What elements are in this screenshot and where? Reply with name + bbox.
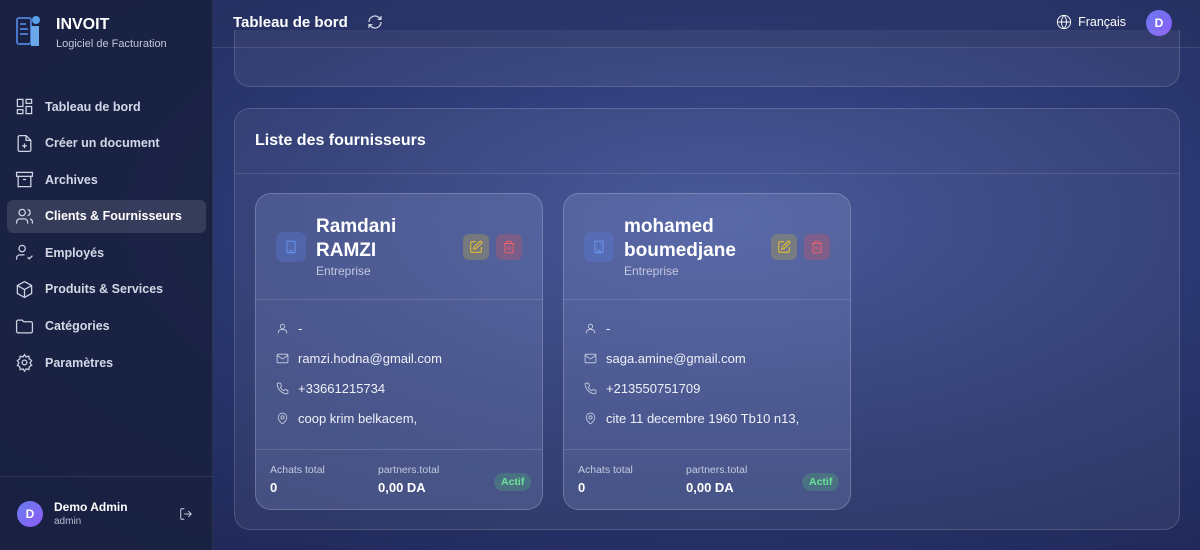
contact-row: -	[584, 321, 610, 336]
brand-name: INVOIT	[56, 16, 110, 33]
delete-button[interactable]	[804, 234, 830, 260]
sidebar-item-settings[interactable]: Paramètres	[7, 346, 206, 379]
sidebar-item-label: Tableau de bord	[45, 99, 141, 114]
sidebar-item-clients-suppliers[interactable]: Clients & Fournisseurs	[7, 199, 206, 233]
supplier-card: mohamed boumedjane Entreprise - saga.ami…	[563, 193, 851, 510]
header: Tableau de bord Français D	[213, 0, 1200, 48]
map-pin-icon	[277, 412, 288, 425]
phone-value: +213550751709	[606, 381, 701, 396]
file-plus-icon	[17, 134, 32, 152]
total-label: partners.total	[378, 464, 440, 476]
supplier-name: Ramdani RAMZI	[316, 216, 397, 261]
contact-row: -	[276, 321, 302, 336]
archive-icon	[15, 171, 34, 188]
sidebar-item-products[interactable]: Produits & Services	[7, 273, 206, 306]
sidebar-item-label: Produits & Services	[45, 282, 164, 297]
sidebar-item-employees[interactable]: Employés	[7, 236, 206, 269]
edit-button[interactable]	[463, 234, 489, 260]
building-icon	[276, 232, 306, 262]
phone-icon	[584, 382, 597, 395]
status-badge: Actif	[802, 473, 840, 491]
sidebar-item-label: Employés	[45, 245, 105, 260]
contact-value: -	[606, 321, 611, 336]
sidebar-item-label: Créer un document	[45, 136, 160, 151]
edit-button[interactable]	[771, 234, 797, 260]
divider	[256, 449, 542, 450]
phone-icon	[276, 382, 289, 395]
phone-row: +213550751709	[584, 381, 700, 396]
divider	[256, 299, 542, 300]
edit-icon	[470, 240, 483, 253]
mail-icon	[276, 353, 289, 364]
trash-icon	[503, 240, 515, 254]
building-icon	[584, 232, 614, 262]
page-title: Tableau de bord	[233, 14, 348, 31]
section-title: Liste des fournisseurs	[255, 132, 426, 149]
language-selector[interactable]: Français	[1056, 14, 1126, 30]
logo-icon	[16, 16, 40, 46]
trash-icon	[811, 240, 823, 254]
globe-icon	[1056, 14, 1072, 30]
purchases-value: 0	[578, 480, 586, 495]
total-value: 0,00 DA	[686, 480, 734, 495]
package-icon	[16, 280, 33, 299]
divider	[235, 173, 1179, 174]
divider	[564, 299, 850, 300]
address-row: cite 11 decembre 1960 Tb10 n13,	[584, 411, 799, 426]
mail-icon	[584, 353, 597, 364]
supplier-name: mohamed boumedjane	[624, 216, 736, 261]
sidebar-item-dashboard[interactable]: Tableau de bord	[7, 90, 206, 123]
logout-icon[interactable]	[179, 507, 193, 521]
email-row: saga.amine@gmail.com	[584, 351, 746, 366]
address-value: cite 11 decembre 1960 Tb10 n13,	[606, 411, 800, 426]
language-label: Français	[1078, 15, 1126, 29]
sidebar-item-archives[interactable]: Archives	[7, 163, 206, 196]
edit-icon	[778, 240, 791, 253]
purchases-label: Achats total	[578, 464, 633, 476]
address-value: coop krim belkacem,	[298, 411, 418, 426]
brand: INVOIT Logiciel de Facturation	[16, 14, 167, 50]
email-row: ramzi.hodna@gmail.com	[276, 351, 442, 366]
users-icon	[15, 208, 34, 224]
user-name: Demo Admin	[54, 500, 128, 514]
sidebar-item-label: Paramètres	[45, 355, 114, 370]
folder-icon	[15, 319, 34, 334]
contact-value: -	[298, 321, 303, 336]
total-value: 0,00 DA	[378, 480, 426, 495]
divider	[564, 449, 850, 450]
phone-row: +33661215734	[276, 381, 385, 396]
user-role: admin	[54, 516, 82, 527]
gear-icon	[16, 353, 33, 373]
purchases-label: Achats total	[270, 464, 325, 476]
delete-button[interactable]	[496, 234, 522, 260]
sidebar-nav: Tableau de bord Créer un document Archiv…	[7, 90, 206, 383]
email-value: saga.amine@gmail.com	[606, 351, 746, 366]
avatar: D	[17, 500, 43, 527]
status-badge: Actif	[494, 473, 532, 491]
refresh-icon[interactable]	[367, 14, 383, 30]
user-icon	[277, 323, 288, 334]
user-check-icon	[15, 245, 33, 261]
brand-subtitle: Logiciel de Facturation	[56, 38, 167, 50]
user-icon	[585, 323, 596, 334]
user-profile[interactable]: D Demo Admin admin	[0, 476, 213, 550]
sidebar: INVOIT Logiciel de Facturation Tableau d…	[0, 0, 213, 550]
previous-section-card	[234, 30, 1180, 87]
total-label: partners.total	[686, 464, 748, 476]
dashboard-icon	[16, 98, 33, 115]
map-pin-icon	[585, 412, 596, 425]
supplier-card: Ramdani RAMZI Entreprise - ramzi.hodna@g…	[255, 193, 543, 510]
phone-value: +33661215734	[298, 381, 386, 396]
purchases-value: 0	[270, 480, 278, 495]
supplier-type: Entreprise	[316, 264, 371, 278]
sidebar-item-categories[interactable]: Catégories	[7, 310, 206, 343]
address-row: coop krim belkacem,	[276, 411, 417, 426]
sidebar-item-label: Clients & Fournisseurs	[45, 209, 182, 224]
sidebar-item-create-document[interactable]: Créer un document	[7, 127, 206, 160]
sidebar-item-label: Archives	[45, 172, 98, 187]
supplier-type: Entreprise	[624, 264, 679, 278]
suppliers-section: Liste des fournisseurs Ramdani RAMZI Ent…	[234, 108, 1180, 530]
email-value: ramzi.hodna@gmail.com	[298, 351, 442, 366]
sidebar-item-label: Catégories	[45, 319, 110, 334]
